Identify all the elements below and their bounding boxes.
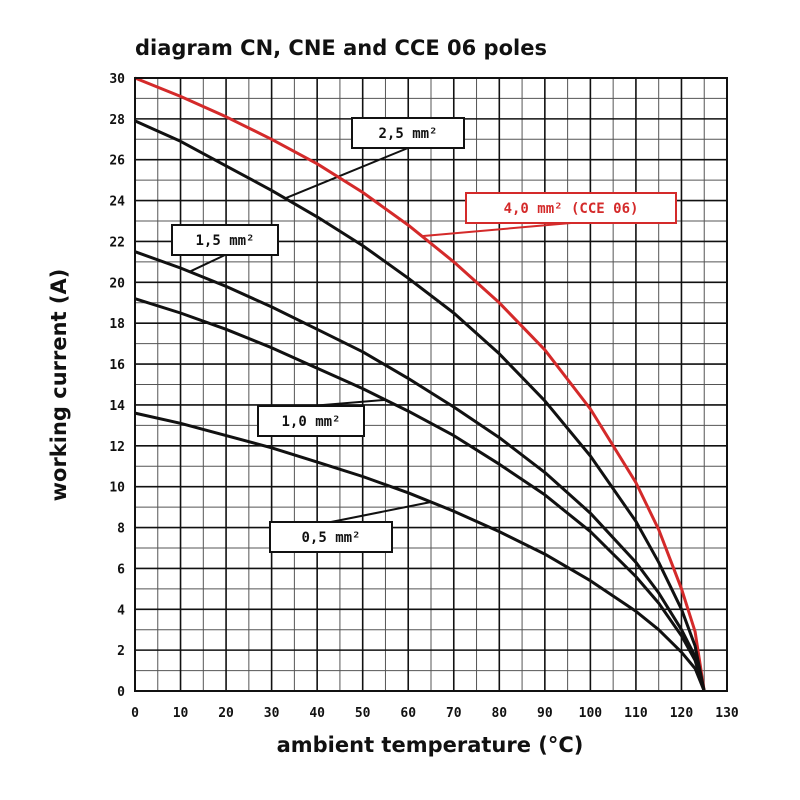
callout-leader (284, 147, 409, 200)
series-lines (134, 76, 706, 692)
y-tick-label: 4 (117, 603, 125, 618)
x-tick-label: 130 (715, 706, 739, 721)
x-tick-label: 100 (579, 706, 603, 721)
series-line-3 (134, 297, 706, 692)
callout-label: 4,0 mm² (CCE 06) (504, 201, 639, 217)
x-tick-label: 20 (218, 706, 234, 721)
callout-label: 0,5 mm² (301, 530, 360, 546)
x-tick-label: 40 (309, 706, 325, 721)
y-tick-label: 12 (109, 440, 125, 455)
y-tick-label: 8 (117, 522, 125, 537)
major-grid (135, 78, 727, 691)
plot-border (134, 77, 728, 692)
y-tick-label: 0 (117, 685, 125, 700)
callout-box (269, 521, 393, 553)
x-tick-label: 0 (131, 706, 139, 721)
callout-box (171, 224, 279, 256)
x-tick-label: 70 (446, 706, 462, 721)
callouts: 2,5 mm² 4,0 mm² (CCE 06) 1,5 mm² 1,0 mm² 0,5… (171, 117, 677, 553)
chart-title: diagram CN, CNE and CCE 06 poles (135, 36, 547, 60)
y-tick-label: 28 (109, 113, 125, 128)
y-tick-label: 6 (117, 562, 125, 577)
callout-leader (421, 222, 572, 238)
callout-label: 1,5 mm² (195, 233, 254, 249)
y-tick-label: 14 (109, 399, 125, 414)
y-axis-label: working current (A) (47, 269, 71, 502)
callout-leaders (189, 147, 572, 523)
callout-leader (310, 398, 386, 407)
callout-box (351, 117, 465, 149)
x-tick-label: 50 (355, 706, 371, 721)
y-tick-label: 20 (109, 276, 125, 291)
callout-box (465, 192, 677, 224)
x-tick-label: 80 (491, 706, 507, 721)
y-tick-label: 18 (109, 317, 125, 332)
callout-leader (330, 501, 432, 523)
y-tick-label: 24 (109, 195, 125, 210)
minor-grid (135, 78, 727, 691)
y-tick-label: 26 (109, 154, 125, 169)
y-tick-label: 16 (109, 358, 125, 373)
x-tick-label: 60 (400, 706, 416, 721)
x-axis-ticks: 0 10 20 30 40 50 60 70 80 90 100 110 120 130 (131, 706, 739, 721)
series-line-1 (134, 119, 706, 692)
x-axis-label: ambient temperature (°C) (277, 733, 584, 757)
y-tick-label: 30 (109, 72, 125, 87)
y-tick-label: 2 (117, 644, 125, 659)
x-tick-label: 120 (670, 706, 694, 721)
y-tick-label: 22 (109, 235, 125, 250)
callout-box (257, 405, 365, 437)
callout-leader (189, 254, 226, 273)
x-tick-label: 10 (173, 706, 189, 721)
series-line-0 (134, 76, 706, 692)
x-tick-label: 90 (537, 706, 553, 721)
series-line-2 (134, 250, 706, 692)
x-tick-label: 30 (264, 706, 280, 721)
series-line-4 (134, 411, 706, 692)
callout-label: 1,0 mm² (281, 414, 340, 430)
y-tick-label: 10 (109, 481, 125, 496)
callout-label: 2,5 mm² (378, 126, 437, 142)
x-tick-label: 110 (624, 706, 648, 721)
